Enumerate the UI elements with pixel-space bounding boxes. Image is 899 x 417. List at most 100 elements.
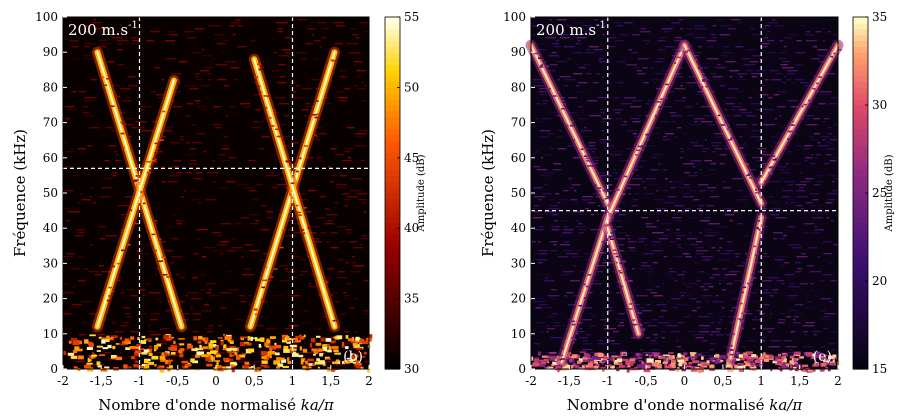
noise-mark <box>301 109 309 111</box>
noise-mark <box>344 148 355 150</box>
noise-mark <box>680 157 683 159</box>
band-mark <box>552 361 559 365</box>
noise-mark <box>819 205 822 207</box>
colorbar-step <box>853 316 868 323</box>
band-mark <box>638 353 643 356</box>
noise-mark <box>604 325 609 327</box>
colorbar-step <box>385 216 400 223</box>
band-mark <box>651 362 659 366</box>
noise-mark <box>534 229 545 231</box>
colorbar-step <box>385 181 400 188</box>
band-mark <box>307 358 314 362</box>
noise-mark <box>598 205 601 207</box>
noise-mark <box>251 127 261 129</box>
noise-mark <box>797 268 803 270</box>
noise-mark <box>63 313 72 315</box>
branch-speckle <box>153 161 158 163</box>
noise-mark <box>700 328 709 330</box>
noise-mark <box>232 238 237 240</box>
branch-speckle <box>258 68 263 71</box>
noise-mark <box>833 34 838 36</box>
band-mark <box>140 340 147 344</box>
noise-mark <box>715 295 719 297</box>
noise-mark <box>712 91 715 93</box>
noise-mark <box>196 172 203 174</box>
noise-mark <box>310 79 319 81</box>
colorbar-step <box>385 146 400 153</box>
band-mark <box>161 353 165 358</box>
noise-mark <box>285 52 291 54</box>
noise-mark <box>363 310 369 312</box>
noise-mark <box>560 220 569 222</box>
branch-speckle <box>772 155 776 157</box>
band-mark <box>133 364 139 368</box>
branch-speckle <box>632 319 636 321</box>
noise-mark <box>548 112 558 114</box>
noise-mark <box>627 238 631 240</box>
noise-mark <box>542 193 552 195</box>
noise-mark <box>359 22 368 24</box>
branch-speckle <box>162 274 168 276</box>
band-mark <box>324 356 330 360</box>
band-mark <box>89 334 96 337</box>
noise-mark <box>229 289 240 291</box>
band-mark <box>712 360 716 362</box>
noise-mark <box>782 178 785 180</box>
band-mark <box>743 360 750 363</box>
noise-mark <box>796 256 808 258</box>
band-mark <box>738 354 743 358</box>
band-mark <box>228 339 234 343</box>
y-tick-label: 20 <box>511 292 526 306</box>
noise-mark <box>161 340 172 342</box>
noise-mark <box>549 64 558 66</box>
branch-speckle <box>159 133 163 135</box>
noise-mark <box>590 214 594 216</box>
noise-mark <box>628 211 632 213</box>
noise-mark <box>82 112 90 114</box>
noise-mark <box>682 316 691 318</box>
band-mark <box>816 362 819 367</box>
noise-mark <box>235 19 241 21</box>
noise-mark <box>540 157 544 159</box>
noise-mark <box>78 232 85 234</box>
band-mark <box>827 368 831 372</box>
noise-mark <box>810 154 814 156</box>
noise-mark <box>570 199 578 201</box>
noise-mark <box>536 169 548 171</box>
band-mark <box>603 355 610 360</box>
noise-mark <box>103 43 112 45</box>
noise-mark <box>559 37 570 39</box>
band-mark <box>610 365 615 369</box>
band-mark <box>71 355 78 359</box>
band-mark <box>179 343 185 346</box>
noise-mark <box>708 286 714 288</box>
noise-mark <box>804 307 814 309</box>
band-mark <box>240 342 246 347</box>
noise-mark <box>718 283 721 285</box>
noise-mark <box>75 361 86 363</box>
noise-mark <box>628 277 634 279</box>
noise-mark <box>651 79 663 81</box>
noise-mark <box>180 196 184 198</box>
noise-mark <box>761 154 771 156</box>
noise-mark <box>131 37 137 39</box>
noise-mark <box>325 361 337 363</box>
noise-mark <box>92 22 102 24</box>
colorbar-step <box>385 263 400 270</box>
branch-speckle <box>635 162 638 165</box>
noise-mark <box>667 196 677 198</box>
noise-mark <box>223 136 228 138</box>
band-mark <box>299 334 302 337</box>
band-mark <box>737 365 744 369</box>
noise-mark <box>812 46 817 48</box>
noise-mark <box>169 34 178 36</box>
noise-mark <box>628 193 632 195</box>
noise-mark <box>631 52 638 54</box>
colorbar-step <box>385 187 400 194</box>
band-mark <box>745 363 752 367</box>
noise-mark <box>251 40 256 42</box>
noise-mark <box>114 331 125 333</box>
band-mark <box>144 359 149 364</box>
branch-speckle <box>686 49 691 52</box>
band-mark <box>90 356 94 359</box>
